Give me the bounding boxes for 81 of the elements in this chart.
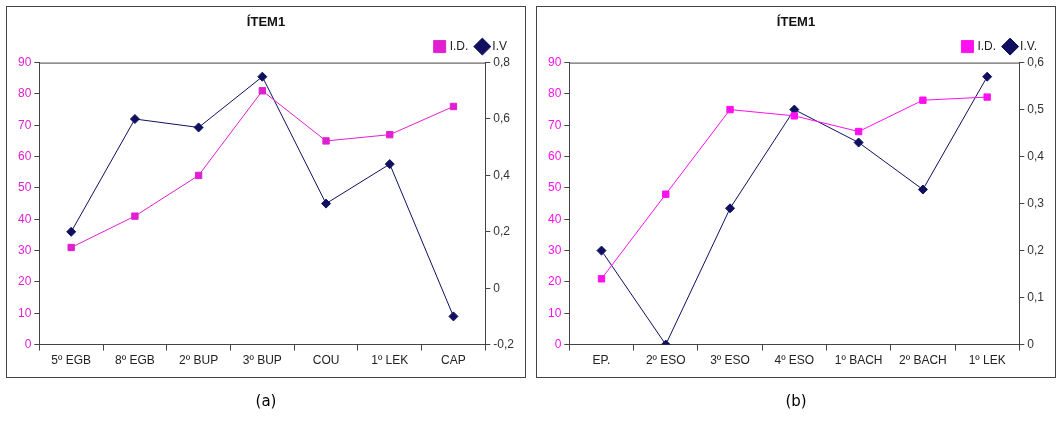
point <box>258 87 267 95</box>
legend-label: I.V. <box>1020 38 1037 53</box>
y2-tick-label: 0,2 <box>493 224 511 239</box>
x-tick-label: 3º BUP <box>242 353 282 368</box>
y-tick-label: 40 <box>17 211 32 226</box>
x-tick-label: 1º BACH <box>834 353 883 368</box>
y-tick-label: 20 <box>547 274 562 289</box>
point <box>194 171 203 180</box>
text: (a) <box>254 392 278 410</box>
point <box>384 159 395 170</box>
x-tick-label: 3º ESO <box>710 353 750 368</box>
point <box>322 137 330 145</box>
x-tick-label: 4º ESO <box>774 353 815 368</box>
point <box>193 122 204 133</box>
x-tick-label: EP. <box>592 353 611 368</box>
y2-tick-label: 0,4 <box>1027 148 1045 163</box>
x-tick-label: 2º ESO <box>645 353 686 368</box>
x-tick-label: 2º BUP <box>179 353 219 368</box>
point <box>853 137 864 148</box>
y2-tick-label: 0,4 <box>493 167 511 182</box>
x-tick-label: 1º LEK <box>371 353 409 368</box>
point <box>982 71 993 82</box>
point <box>919 96 927 104</box>
y-tick-label: 10 <box>547 305 562 320</box>
chart-title: ÍTEM1 <box>246 14 286 30</box>
y-tick-label: 10 <box>17 305 32 320</box>
y-tick-label: 20 <box>17 274 32 289</box>
point <box>448 311 459 322</box>
y2-tick-label: 0,2 <box>1027 242 1045 257</box>
point <box>321 198 332 209</box>
x-tick-label: 8º EGB <box>115 353 155 368</box>
y2-tick-label: 0,6 <box>493 111 511 126</box>
y-tick-label: 0 <box>554 336 562 351</box>
point <box>66 226 77 237</box>
chart-title: ÍTEM1 <box>776 14 816 30</box>
y-tick-label: 0 <box>24 336 32 351</box>
y2-tick-label: 0,8 <box>493 54 511 69</box>
y-tick-label: 70 <box>547 117 562 132</box>
y2-tick-label: -0,2 <box>493 336 515 351</box>
x-tick-label: CAP <box>441 353 466 368</box>
y-tick-label: 70 <box>17 117 32 132</box>
y-tick-label: 60 <box>547 148 562 163</box>
x-tick-label: 2º BACH <box>899 353 947 368</box>
legend-label: I.D. <box>449 38 469 53</box>
y2-tick-label: 0,1 <box>1027 289 1045 304</box>
y-tick-label: 30 <box>547 242 562 257</box>
point <box>726 105 734 114</box>
point <box>596 245 607 256</box>
point <box>983 93 991 101</box>
point <box>662 190 670 198</box>
legend-label: I.V <box>492 38 507 53</box>
point <box>854 127 863 136</box>
point <box>790 112 799 120</box>
point <box>725 203 736 214</box>
y-tick-label: 90 <box>547 54 562 69</box>
point <box>67 243 75 252</box>
point <box>257 71 268 82</box>
y-tick-label: 50 <box>547 180 562 195</box>
point <box>131 212 139 220</box>
y-tick-label: 50 <box>17 180 32 195</box>
point <box>129 114 140 124</box>
y-tick-label: 80 <box>17 86 32 101</box>
y2-tick-label: 0,6 <box>1027 54 1045 69</box>
point <box>386 130 394 139</box>
x-tick-label: 5º EGB <box>51 353 92 368</box>
y2-tick-label: 0,5 <box>1027 101 1045 116</box>
y-tick-label: 90 <box>17 54 32 69</box>
y2-tick-label: 0 <box>493 280 501 295</box>
point <box>597 275 606 283</box>
legend-label: I.D. <box>977 38 997 53</box>
y-tick-label: 40 <box>547 211 562 226</box>
y2-tick-label: 0 <box>1027 336 1035 351</box>
x-tick-label: 1º LEK <box>968 353 1006 368</box>
text: (b) <box>784 392 808 410</box>
x-tick-label: COU <box>312 353 340 368</box>
y-tick-label: 30 <box>17 242 32 257</box>
y2-tick-label: 0,3 <box>1027 195 1045 210</box>
y-tick-label: 80 <box>547 86 562 101</box>
point <box>917 184 928 195</box>
y-tick-label: 60 <box>17 148 32 163</box>
point <box>449 102 458 111</box>
